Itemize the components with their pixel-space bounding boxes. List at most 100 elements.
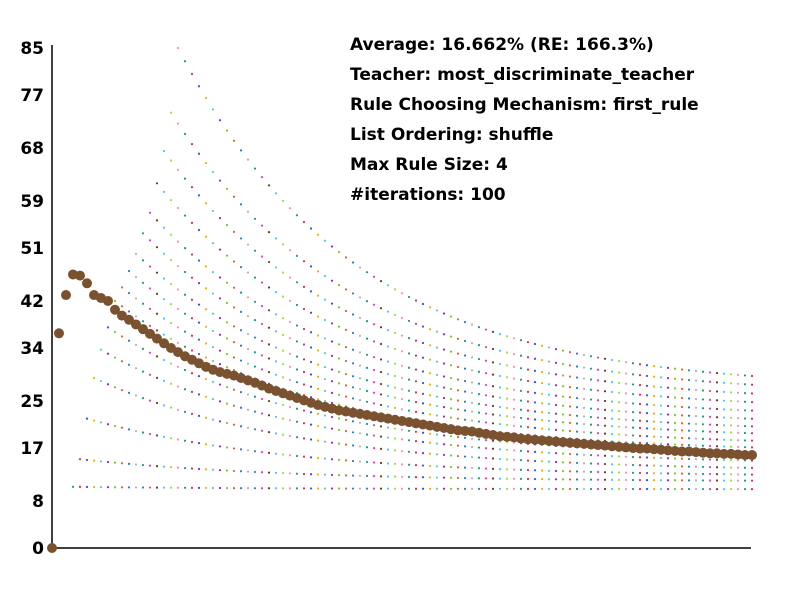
rule-point — [141, 281, 145, 284]
rule-point — [190, 298, 194, 301]
rule-point — [309, 360, 313, 364]
rule-point — [407, 439, 411, 442]
rule-point — [435, 442, 439, 445]
rule-point — [414, 339, 418, 342]
rule-point — [288, 419, 292, 422]
rule-point — [288, 352, 292, 355]
rule-point — [358, 487, 362, 490]
rule-point — [204, 356, 208, 359]
rule-point — [631, 441, 635, 444]
rule-point — [470, 419, 474, 422]
rule-point — [239, 344, 243, 347]
rule-point — [239, 265, 243, 269]
rule-point — [603, 390, 607, 393]
rule-point — [750, 473, 754, 476]
rule-point — [708, 479, 712, 482]
rule-point — [631, 471, 635, 474]
rule-point — [575, 461, 579, 465]
rule-point — [428, 413, 432, 416]
rule-point — [456, 444, 460, 447]
rule-point — [246, 347, 250, 351]
rule-point — [393, 462, 397, 466]
rule-series — [176, 46, 754, 378]
rule-point — [295, 407, 299, 410]
rule-point — [407, 389, 411, 392]
rule-point — [421, 411, 425, 415]
rule-point — [281, 363, 285, 366]
rule-point — [337, 357, 341, 360]
rule-point — [365, 271, 369, 274]
rule-point — [120, 305, 124, 308]
rule-point — [337, 428, 341, 432]
rule-point — [316, 334, 320, 337]
average-point — [82, 278, 92, 289]
rule-point — [302, 472, 306, 476]
y-tick-label: 0 — [32, 539, 44, 559]
rule-point — [218, 276, 222, 279]
rule-point — [743, 439, 747, 442]
rule-point — [596, 478, 600, 481]
average-series — [47, 269, 757, 553]
rule-point — [337, 474, 341, 477]
rule-point — [456, 365, 460, 369]
rule-point — [589, 462, 593, 465]
rule-point — [204, 265, 208, 268]
rule-point — [442, 348, 446, 351]
rule-point — [456, 408, 460, 411]
rule-point — [295, 324, 299, 327]
rule-point — [617, 371, 621, 374]
rule-point — [379, 475, 383, 478]
rule-point — [316, 233, 320, 236]
rule-point — [225, 321, 229, 324]
rule-point — [442, 406, 446, 409]
rule-point — [134, 343, 138, 346]
rule-point — [603, 487, 607, 491]
rule-point — [379, 342, 383, 346]
rule-point — [246, 393, 250, 396]
rule-point — [183, 177, 187, 180]
rule-point — [246, 243, 250, 246]
rule-point — [540, 382, 544, 385]
rule-point — [372, 340, 376, 343]
rule-point — [288, 378, 292, 381]
rule-point — [330, 279, 334, 282]
rule-point — [386, 436, 390, 439]
rule-point — [624, 392, 628, 395]
rule-point — [386, 345, 390, 348]
rule-point — [561, 470, 565, 473]
rule-point — [386, 372, 390, 376]
rule-point — [253, 410, 257, 413]
rule-point — [582, 353, 586, 357]
rule-point — [659, 456, 663, 460]
average-point — [103, 295, 113, 306]
rule-point — [575, 376, 579, 379]
rule-point — [603, 380, 607, 383]
rule-point — [526, 341, 530, 344]
rule-point — [295, 487, 299, 490]
rule-point — [484, 328, 488, 331]
rule-point — [323, 487, 327, 490]
rule-point — [575, 396, 579, 400]
rule-point — [295, 281, 299, 284]
rule-point — [435, 433, 439, 436]
rule-point — [729, 479, 733, 482]
rule-point — [351, 292, 355, 295]
rule-point — [477, 393, 481, 396]
rule-point — [141, 370, 145, 373]
rule-series — [78, 458, 754, 482]
rule-point — [400, 475, 404, 478]
rule-point — [596, 389, 600, 392]
rule-point — [554, 478, 558, 481]
rule-point — [477, 382, 481, 385]
rule-point — [428, 476, 432, 479]
rule-point — [743, 466, 747, 469]
rule-point — [659, 472, 663, 475]
rule-point — [393, 362, 397, 365]
rule-point — [533, 401, 537, 404]
rule-point — [596, 424, 600, 427]
rule-point — [386, 384, 390, 387]
rule-point — [645, 464, 649, 467]
rule-point — [512, 468, 516, 471]
rule-point — [673, 436, 677, 439]
rule-point — [456, 476, 460, 480]
